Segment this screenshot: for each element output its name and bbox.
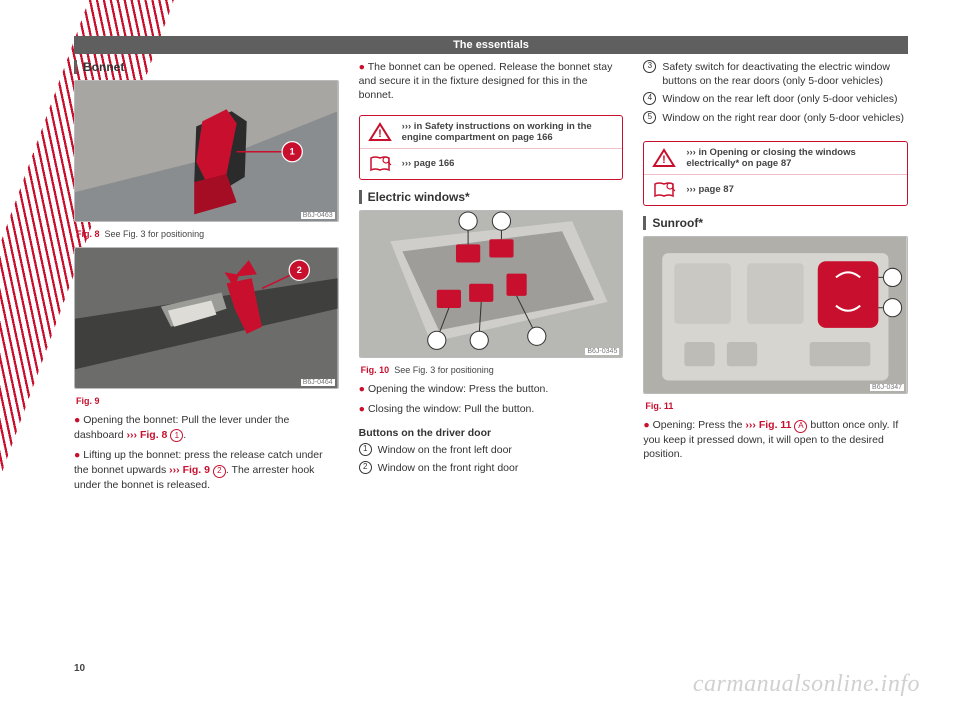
item-5-text: Window on the right rear door (only 5-do…	[662, 111, 904, 125]
fig9-code: B6J-0464	[301, 379, 335, 386]
col3-p1: Opening: Press the ››› Fig. 11 A button …	[643, 418, 908, 461]
fig8-caption-text: See Fig. 3 for positioning	[105, 229, 205, 239]
fig8-code: B6J-0463	[301, 212, 335, 219]
svg-text:5: 5	[476, 335, 481, 345]
section-windows-title: Electric windows*	[359, 190, 624, 204]
svg-text:A: A	[890, 272, 897, 282]
list-item: 5 Window on the right rear door (only 5-d…	[643, 111, 908, 125]
num-3: 3	[643, 60, 656, 73]
svg-text:4: 4	[434, 335, 439, 345]
svg-text:!: !	[663, 154, 667, 166]
svg-text:1: 1	[290, 147, 295, 157]
refbox2-line2: ››› page 87	[686, 184, 899, 195]
content-columns: Bonnet 1 B6J-0463 Fig. 8 See Fig. 3 for …	[74, 60, 908, 650]
col2-p3: Closing the window: Pull the button.	[359, 402, 624, 416]
ref-box-windows: ! ››› in Opening or closing the windows …	[643, 141, 908, 206]
fig9-label: Fig. 9	[76, 396, 100, 406]
page-number: 10	[74, 663, 85, 674]
svg-text:1: 1	[465, 216, 470, 226]
book-icon	[652, 180, 676, 200]
col1-p1-ref: ››› Fig. 8	[127, 429, 168, 441]
col2-p2-text: Opening the window: Press the button.	[368, 383, 548, 395]
col2-p2: Opening the window: Press the button.	[359, 382, 624, 396]
item-1-text: Window on the front left door	[378, 443, 512, 457]
warning-icon: !	[652, 148, 676, 168]
column-3: 3 Safety switch for deactivating the elec…	[643, 60, 908, 650]
figure-10: 1 2 3 4 5 B6J-0345	[359, 210, 624, 358]
header-title: The essentials	[453, 39, 529, 51]
figure-9: 2 B6J-0464	[74, 247, 339, 389]
refbox2-line1: ››› in Opening or closing the windows el…	[686, 147, 899, 169]
column-2: The bonnet can be opened. Release the bo…	[359, 60, 624, 650]
list-item: 3 Safety switch for deactivating the elec…	[643, 60, 908, 88]
figure-8: 1 B6J-0463	[74, 80, 339, 222]
figure-11: A B B6J-0347	[643, 236, 908, 394]
callout-A-inline: A	[794, 420, 807, 433]
fig10-label: Fig. 10	[361, 365, 390, 375]
fig10-caption-text: See Fig. 3 for positioning	[394, 365, 494, 375]
item-4-text: Window on the rear left door (only 5-doo…	[662, 92, 897, 106]
fig11-caption: Fig. 11	[643, 398, 908, 419]
col3-p1-ref: ››› Fig. 11	[745, 419, 791, 431]
fig10-caption: Fig. 10 See Fig. 3 for positioning	[359, 362, 624, 383]
fig10-code: B6J-0345	[585, 348, 619, 355]
num-2: 2	[359, 461, 372, 474]
watermark: carmanualsonline.info	[693, 671, 920, 698]
num-1: 1	[359, 443, 372, 456]
num-5: 5	[643, 111, 656, 124]
col1-p1-b: .	[183, 429, 186, 441]
section-bonnet-title: Bonnet	[74, 60, 339, 74]
svg-text:2: 2	[499, 216, 504, 226]
svg-text:!: !	[378, 128, 382, 140]
fig11-label: Fig. 11	[645, 401, 673, 411]
list-item: 2 Window on the front right door	[359, 461, 624, 475]
col3-p1-a: Opening: Press the	[653, 419, 746, 431]
callout-2-inline: 2	[213, 465, 226, 478]
svg-text:B: B	[890, 302, 897, 312]
header-bar: The essentials	[74, 36, 908, 54]
driver-door-list-cont: 3 Safety switch for deactivating the elec…	[643, 60, 908, 129]
col2-p1: The bonnet can be opened. Release the bo…	[359, 60, 624, 103]
col2-p1-text: The bonnet can be opened. Release the bo…	[359, 61, 613, 101]
fig8-label: Fig. 8	[76, 229, 100, 239]
refbox1-line2: ››› page 166	[402, 158, 615, 169]
svg-text:2: 2	[297, 265, 302, 275]
list-item: 4 Window on the rear left door (only 5-do…	[643, 92, 908, 106]
fig8-caption: Fig. 8 See Fig. 3 for positioning	[74, 226, 339, 247]
buttons-subheading: Buttons on the driver door	[359, 427, 624, 439]
fig9-caption: Fig. 9	[74, 393, 339, 414]
refbox1-line1: ››› in Safety instructions on working in…	[402, 121, 615, 143]
svg-text:3: 3	[534, 331, 539, 341]
num-4: 4	[643, 92, 656, 105]
col1-p2-ref: ››› Fig. 9	[169, 464, 210, 476]
column-1: Bonnet 1 B6J-0463 Fig. 8 See Fig. 3 for …	[74, 60, 339, 650]
col1-p2: Lifting up the bonnet: press the release…	[74, 448, 339, 491]
list-item: 1 Window on the front left door	[359, 443, 624, 457]
ref-row-page-2: ››› page 87	[644, 174, 907, 205]
warning-icon: !	[368, 122, 392, 142]
col2-p3-text: Closing the window: Pull the button.	[368, 403, 534, 415]
driver-door-list: 1 Window on the front left door 2 Window o…	[359, 443, 624, 479]
col1-p1: Opening the bonnet: Pull the lever under…	[74, 413, 339, 442]
ref-row-warning: ! ››› in Safety instructions on working …	[360, 116, 623, 148]
ref-row-page: ››› page 166	[360, 148, 623, 179]
ref-box-engine: ! ››› in Safety instructions on working …	[359, 115, 624, 180]
ref-row-warning-2: ! ››› in Opening or closing the windows …	[644, 142, 907, 174]
fig11-code: B6J-0347	[870, 384, 904, 391]
item-3-text: Safety switch for deactivating the elect…	[662, 60, 908, 88]
book-icon	[368, 154, 392, 174]
section-sunroof-title: Sunroof*	[643, 216, 908, 230]
item-2-text: Window on the front right door	[378, 461, 519, 475]
callout-1-inline: 1	[170, 429, 183, 442]
